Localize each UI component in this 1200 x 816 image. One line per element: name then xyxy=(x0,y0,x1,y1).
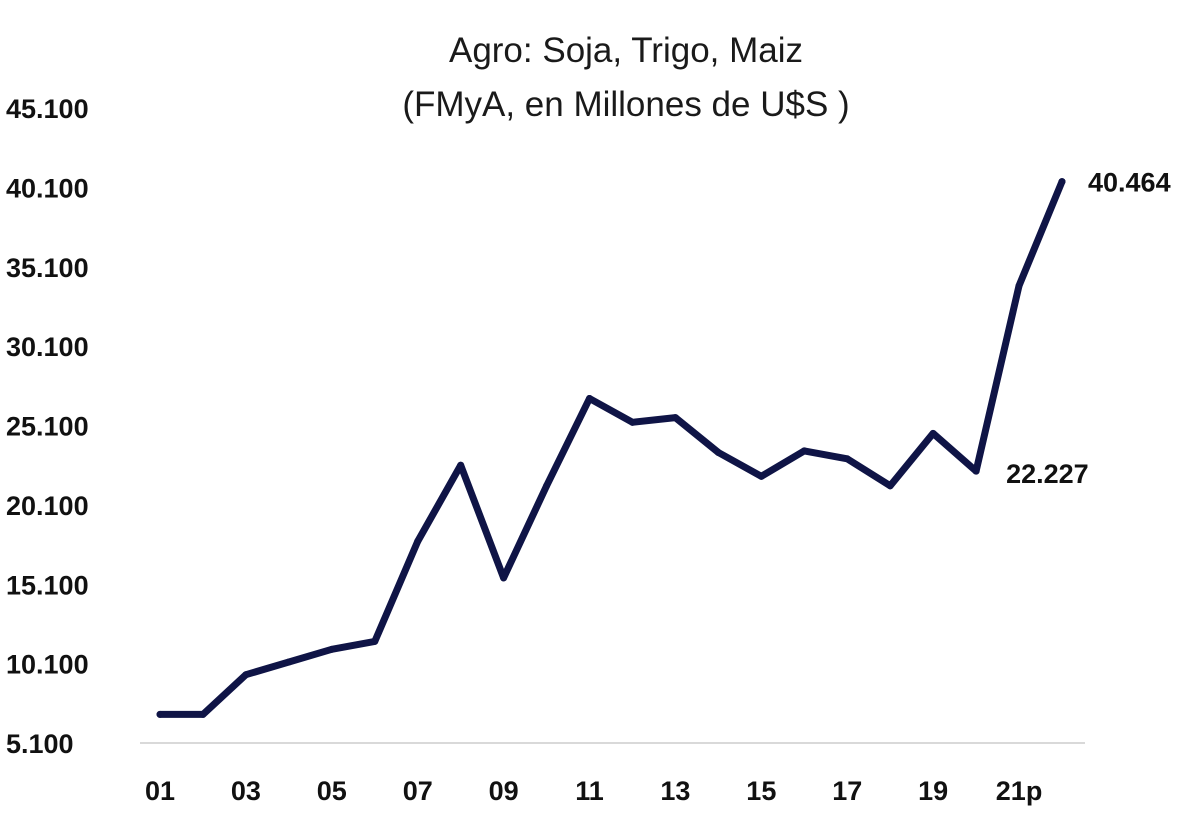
x-tick-label: 01 xyxy=(145,776,175,806)
data-point xyxy=(586,395,594,403)
y-tick-label: 30.100 xyxy=(6,332,89,362)
x-tick-label: 05 xyxy=(317,776,347,806)
data-label: 22.227 xyxy=(1006,459,1089,489)
data-point xyxy=(843,455,851,463)
chart-subtitle: (FMyA, en Millones de U$S ) xyxy=(402,85,849,124)
y-tick-label: 35.100 xyxy=(6,253,89,283)
x-tick-label: 17 xyxy=(832,776,862,806)
series-group xyxy=(156,178,1066,718)
data-point xyxy=(714,448,722,456)
data-point xyxy=(800,447,808,455)
x-tick-label: 15 xyxy=(746,776,776,806)
x-tick-label: 19 xyxy=(918,776,948,806)
data-point xyxy=(328,645,336,653)
data-point xyxy=(628,418,636,426)
data-labels: 22.227 40.464 xyxy=(1006,168,1170,490)
y-tick-label: 25.100 xyxy=(6,412,89,442)
data-point xyxy=(371,637,379,645)
chart-title: Agro: Soja, Trigo, Maiz xyxy=(449,31,803,70)
x-tick-label: 03 xyxy=(231,776,261,806)
data-point xyxy=(457,461,465,469)
x-tick-label: 07 xyxy=(403,776,433,806)
data-point xyxy=(414,537,422,545)
y-tick-label: 5.100 xyxy=(6,729,74,759)
data-point xyxy=(156,710,164,718)
x-tick-label: 11 xyxy=(575,776,604,806)
data-point xyxy=(929,429,937,437)
x-tick-label: 21p xyxy=(996,776,1043,806)
y-tick-label: 40.100 xyxy=(6,173,89,203)
y-axis-tick-labels: 5.100 10.100 15.100 20.100 25.100 30.100 35.10… xyxy=(6,94,89,759)
data-point xyxy=(1058,178,1066,186)
x-tick-label: 13 xyxy=(660,776,690,806)
data-point xyxy=(500,574,508,582)
x-tick-label: 09 xyxy=(489,776,519,806)
y-tick-label: 45.100 xyxy=(6,94,89,124)
data-point xyxy=(199,710,207,718)
y-tick-label: 10.100 xyxy=(6,650,89,680)
data-point xyxy=(285,658,293,666)
data-point xyxy=(543,482,551,490)
y-tick-label: 15.100 xyxy=(6,570,89,600)
x-axis-tick-labels: 01 03 05 07 09 11 13 15 17 19 21p xyxy=(145,776,1042,806)
data-point xyxy=(242,671,250,679)
y-tick-label: 20.100 xyxy=(6,491,89,521)
data-point xyxy=(1015,282,1023,290)
data-point xyxy=(757,472,765,480)
series-line xyxy=(156,178,1066,718)
data-point xyxy=(671,414,679,422)
data-point xyxy=(972,467,980,475)
data-point xyxy=(886,482,894,490)
data-label: 40.464 xyxy=(1088,168,1171,198)
